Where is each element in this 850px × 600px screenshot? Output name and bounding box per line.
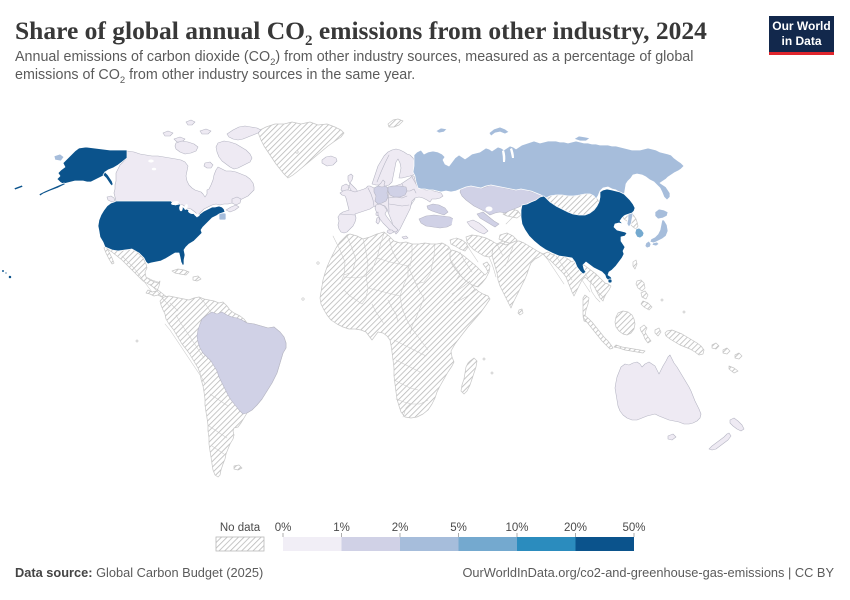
svg-text:50%: 50% — [622, 522, 645, 534]
svg-text:10%: 10% — [505, 522, 528, 534]
svg-text:1%: 1% — [333, 522, 350, 534]
svg-text:5%: 5% — [450, 522, 467, 534]
svg-text:No data: No data — [220, 522, 261, 534]
svg-text:2%: 2% — [392, 522, 409, 534]
svg-text:0%: 0% — [275, 522, 292, 534]
svg-text:20%: 20% — [564, 522, 587, 534]
